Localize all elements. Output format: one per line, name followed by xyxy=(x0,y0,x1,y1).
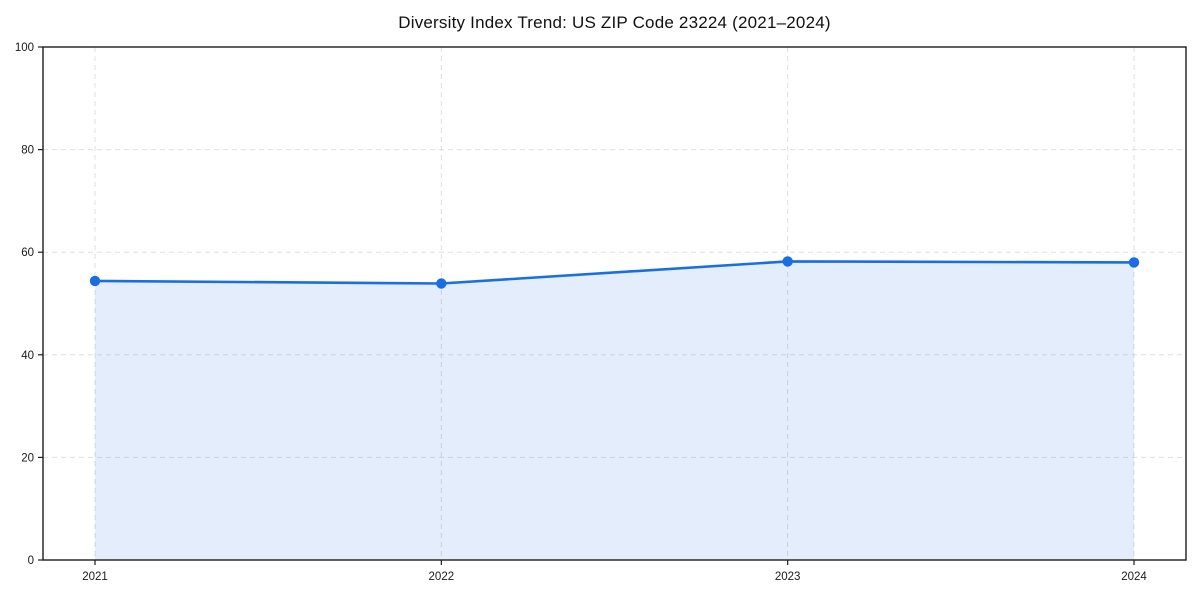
plot-frame xyxy=(42,46,1187,561)
y-tick-label: 100 xyxy=(15,42,34,54)
x-tick-label: 2022 xyxy=(429,571,455,583)
data-point-2024 xyxy=(1128,257,1140,268)
y-tick-label: 40 xyxy=(21,350,34,362)
y-tick-label: 0 xyxy=(28,555,34,567)
x-tick-label: 2021 xyxy=(82,571,108,583)
trend-line xyxy=(93,260,1136,285)
x-tick-label: 2024 xyxy=(1121,571,1147,583)
data-point-2021 xyxy=(89,275,101,287)
y-tick-label: 80 xyxy=(21,145,34,157)
data-point-2023 xyxy=(782,256,793,267)
area-fill xyxy=(95,261,1134,560)
y-tick-label: 20 xyxy=(21,452,34,464)
y-tick-label: 60 xyxy=(21,247,34,259)
x-tick-label: 2023 xyxy=(775,571,801,583)
data-point-2022 xyxy=(436,278,447,289)
chart-title: Diversity Index Trend: US ZIP Code 23224… xyxy=(398,13,831,32)
